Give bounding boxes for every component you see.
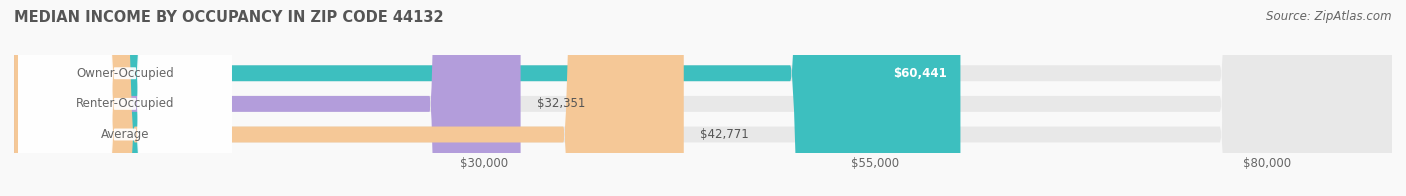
FancyBboxPatch shape — [18, 0, 232, 196]
FancyBboxPatch shape — [18, 0, 232, 196]
Text: Source: ZipAtlas.com: Source: ZipAtlas.com — [1267, 10, 1392, 23]
Text: $42,771: $42,771 — [700, 128, 749, 141]
FancyBboxPatch shape — [14, 0, 1392, 196]
Text: $32,351: $32,351 — [537, 97, 585, 110]
FancyBboxPatch shape — [14, 0, 683, 196]
FancyBboxPatch shape — [14, 0, 960, 196]
Text: $60,441: $60,441 — [893, 67, 946, 80]
FancyBboxPatch shape — [18, 0, 232, 196]
Text: Renter-Occupied: Renter-Occupied — [76, 97, 174, 110]
FancyBboxPatch shape — [14, 0, 1392, 196]
FancyBboxPatch shape — [14, 0, 520, 196]
FancyBboxPatch shape — [14, 0, 1392, 196]
Text: Average: Average — [101, 128, 149, 141]
Text: Owner-Occupied: Owner-Occupied — [76, 67, 174, 80]
Text: MEDIAN INCOME BY OCCUPANCY IN ZIP CODE 44132: MEDIAN INCOME BY OCCUPANCY IN ZIP CODE 4… — [14, 10, 444, 25]
